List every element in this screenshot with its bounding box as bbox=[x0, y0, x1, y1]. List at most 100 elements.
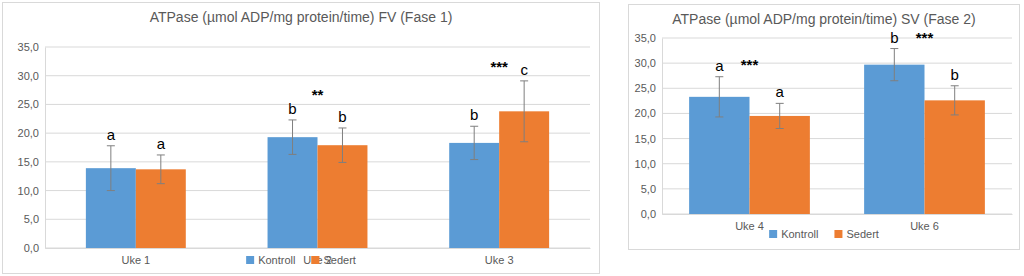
significance: *** bbox=[741, 56, 759, 73]
legend-label: Kontroll bbox=[258, 254, 295, 266]
legend-item: Kontroll bbox=[246, 254, 295, 266]
group-letter: a bbox=[107, 126, 116, 143]
group-letter: a bbox=[715, 57, 724, 74]
y-tick: 35,0 bbox=[18, 41, 45, 53]
grid bbox=[662, 38, 1012, 214]
error-bar bbox=[157, 155, 165, 184]
x-axis: Uke 4 Uke 6 bbox=[663, 214, 1013, 232]
legend-label: Sedert bbox=[323, 254, 355, 266]
chart-title: ATPase (µmol ADP/mg protein/time) SV (Fa… bbox=[672, 11, 975, 27]
y-tick-label: 30,0 bbox=[635, 57, 656, 69]
y-tick-label: 10,0 bbox=[635, 158, 656, 170]
grid-line bbox=[45, 104, 590, 105]
y-tick: 35,0 bbox=[635, 32, 662, 44]
legend-item: Kontroll bbox=[769, 228, 818, 240]
chart-panel: ATPase (µmol ADP/mg protein/time) SV (Fa… bbox=[629, 5, 1020, 250]
legend: Kontroll Sedert bbox=[246, 254, 356, 266]
error-bar bbox=[520, 81, 528, 142]
y-tick-label: 15,0 bbox=[18, 156, 39, 168]
chart-title: ATPase (µmol ADP/mg protein/time) FV (Fa… bbox=[150, 9, 453, 25]
error-bar bbox=[776, 103, 784, 128]
y-tick: 10,0 bbox=[635, 158, 662, 170]
y-tick: 25,0 bbox=[18, 98, 45, 110]
error-bar bbox=[470, 126, 478, 159]
x-tick: Uke 4 bbox=[735, 214, 764, 232]
plot-area bbox=[86, 81, 549, 248]
error-bar bbox=[951, 86, 959, 115]
y-tick: 25,0 bbox=[635, 82, 662, 94]
group-letter: b bbox=[890, 29, 898, 46]
y-tick: 0,0 bbox=[641, 208, 662, 220]
error-bar bbox=[338, 128, 346, 162]
legend-label: Sedert bbox=[846, 228, 878, 240]
legend: Kontroll Sedert bbox=[769, 228, 879, 240]
x-tick-label: Uke 6 bbox=[910, 220, 939, 232]
bar-series bbox=[750, 100, 985, 214]
chart-border bbox=[3, 3, 600, 274]
error-bars bbox=[157, 81, 528, 184]
legend-swatch bbox=[769, 230, 777, 238]
y-tick: 15,0 bbox=[18, 156, 45, 168]
group-letter: b bbox=[288, 100, 296, 117]
x-axis: Uke 1Uke 2Uke 3 bbox=[46, 248, 591, 266]
x-tick: Uke 6 bbox=[910, 214, 939, 232]
grid-line bbox=[662, 38, 1012, 39]
legend-label: Kontroll bbox=[781, 228, 818, 240]
y-tick-label: 25,0 bbox=[635, 82, 656, 94]
legend-item: Sedert bbox=[311, 254, 355, 266]
group-letter: b bbox=[338, 108, 346, 125]
y-tick: 5,0 bbox=[641, 183, 662, 195]
group-letter: b bbox=[470, 106, 478, 123]
x-tick: Uke 1 bbox=[121, 248, 150, 266]
y-axis: 0,0 5,0 10,0 15,0 20,0 25,0 30,0 35,0 bbox=[635, 32, 663, 220]
x-tick-label: Uke 1 bbox=[121, 254, 150, 266]
grid-line bbox=[45, 75, 590, 76]
y-tick: 5,0 bbox=[24, 213, 45, 225]
y-tick: 30,0 bbox=[18, 70, 45, 82]
bar-series bbox=[136, 111, 549, 248]
y-tick-label: 20,0 bbox=[635, 107, 656, 119]
y-tick: 0,0 bbox=[24, 242, 45, 254]
bar bbox=[864, 65, 924, 214]
significance: *** bbox=[916, 29, 934, 46]
y-tick: 20,0 bbox=[635, 107, 662, 119]
chart-panel: ATPase (µmol ADP/mg protein/time) FV (Fa… bbox=[3, 3, 600, 274]
legend-swatch bbox=[834, 230, 842, 238]
x-tick: Uke 3 bbox=[485, 248, 514, 266]
grid-line bbox=[662, 88, 1012, 89]
y-tick: 15,0 bbox=[635, 133, 662, 145]
error-bars bbox=[776, 86, 959, 129]
group-letter: a bbox=[157, 135, 166, 152]
y-tick-label: 0,0 bbox=[24, 242, 39, 254]
figure: ATPase (µmol ADP/mg protein/time) FV (Fa… bbox=[0, 0, 1024, 276]
group-letter: a bbox=[776, 83, 785, 100]
y-tick-label: 30,0 bbox=[18, 70, 39, 82]
x-axis-line bbox=[663, 214, 1013, 215]
y-tick: 10,0 bbox=[18, 185, 45, 197]
legend-swatch bbox=[311, 256, 319, 264]
y-tick-label: 25,0 bbox=[18, 98, 39, 110]
group-letter: b bbox=[951, 66, 959, 83]
y-tick: 30,0 bbox=[635, 57, 662, 69]
chart-border bbox=[629, 5, 1020, 250]
grid-line bbox=[45, 47, 590, 48]
error-bar bbox=[715, 77, 723, 117]
group-letter: c bbox=[520, 61, 528, 78]
x-axis-line bbox=[46, 248, 591, 249]
x-tick-label: Uke 3 bbox=[485, 254, 514, 266]
y-axis: 0,0 5,0 10,0 15,0 20,0 25,0 30,0 35,0 bbox=[18, 41, 46, 254]
legend-item: Sedert bbox=[834, 228, 878, 240]
y-axis-line bbox=[662, 39, 663, 215]
x-tick-label: Uke 4 bbox=[735, 220, 764, 232]
y-tick-label: 10,0 bbox=[18, 185, 39, 197]
y-tick-label: 35,0 bbox=[18, 41, 39, 53]
y-tick-label: 35,0 bbox=[635, 32, 656, 44]
y-tick-label: 5,0 bbox=[641, 183, 656, 195]
plot-area bbox=[689, 49, 985, 214]
significance: ** bbox=[312, 86, 324, 103]
significance: *** bbox=[490, 58, 508, 75]
grid bbox=[45, 47, 590, 248]
y-tick: 20,0 bbox=[18, 127, 45, 139]
error-bar bbox=[289, 120, 297, 154]
y-tick-label: 5,0 bbox=[24, 213, 39, 225]
